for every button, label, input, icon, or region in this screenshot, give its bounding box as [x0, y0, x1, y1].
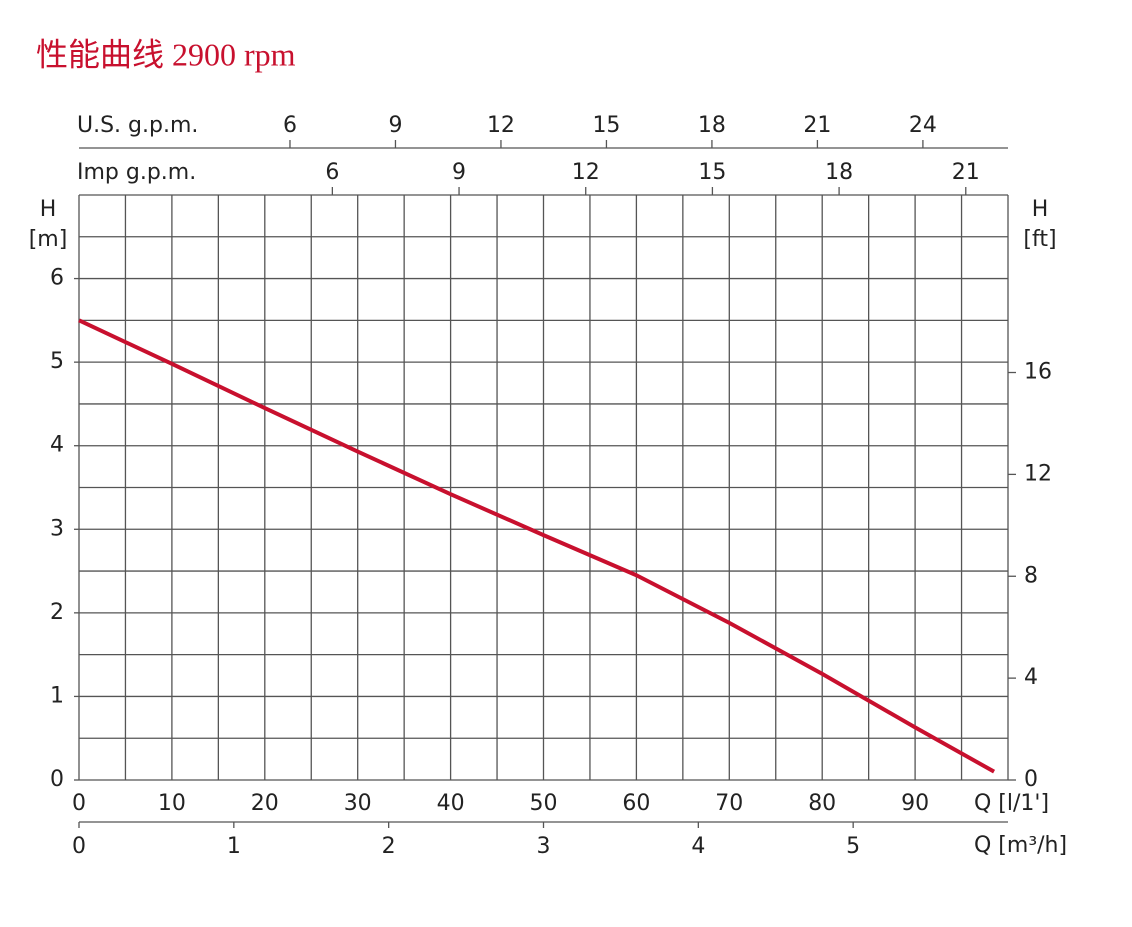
y-tick-label: 5: [50, 349, 64, 374]
x-axis-label: Q [l/1']: [974, 791, 1049, 816]
top-tick-label: 21: [952, 160, 980, 185]
y-tick-label: 3: [50, 516, 64, 541]
chart-title: 性能曲线 2900 rpm: [36, 36, 296, 72]
top-tick-label: 18: [698, 113, 726, 138]
y-axis-label: H: [40, 197, 57, 222]
top-tick-label: 18: [825, 160, 853, 185]
top-axis-label: U.S. g.p.m.: [77, 113, 198, 138]
y-tick-label: 4: [50, 433, 64, 458]
y2-tick-label: 4: [1024, 665, 1038, 690]
x2-tick-label: 3: [537, 834, 551, 859]
y2-tick-label: 12: [1024, 461, 1052, 486]
x2-tick-label: 5: [846, 834, 860, 859]
y2-tick-label: 8: [1024, 563, 1038, 588]
x2-tick-label: 0: [72, 834, 86, 859]
curve: [78, 318, 996, 774]
top-tick-label: 6: [325, 160, 339, 185]
top-tick-label: 9: [388, 113, 402, 138]
x-tick-label: 80: [808, 791, 836, 816]
top-tick-label: 15: [592, 113, 620, 138]
top-axis-label: Imp g.p.m.: [77, 160, 196, 185]
y-tick-label: 0: [50, 767, 64, 792]
x-tick-label: 20: [251, 791, 279, 816]
top-tick-label: 9: [452, 160, 466, 185]
x2-tick-label: 1: [227, 834, 241, 859]
top-tick-label: 12: [572, 160, 600, 185]
x-tick-label: 0: [72, 791, 86, 816]
top-tick-label: 24: [909, 113, 937, 138]
y2-tick-label: 0: [1024, 767, 1038, 792]
x-tick-label: 90: [901, 791, 929, 816]
y2-axis-label: H: [1032, 197, 1049, 222]
y-tick-label: 2: [50, 600, 64, 625]
x2-tick-label: 2: [382, 834, 396, 859]
x2-axis-label: Q [m³/h]: [974, 833, 1067, 858]
top-tick-label: 21: [803, 113, 831, 138]
x-tick-label: 10: [158, 791, 186, 816]
y-tick-label: 1: [50, 683, 64, 708]
top-tick-label: 15: [698, 160, 726, 185]
top-tick-label: 6: [283, 113, 297, 138]
y-tick-label: 6: [50, 266, 64, 291]
x-tick-label: 60: [622, 791, 650, 816]
x-tick-label: 50: [530, 791, 558, 816]
y2-axis-unit: [ft]: [1023, 227, 1056, 252]
y2-tick-label: 16: [1024, 360, 1052, 385]
y-axis-unit: [m]: [29, 227, 68, 252]
x2-tick-label: 4: [691, 834, 705, 859]
x-tick-label: 30: [344, 791, 372, 816]
x-tick-label: 70: [715, 791, 743, 816]
x-tick-label: 40: [437, 791, 465, 816]
top-tick-label: 12: [487, 113, 515, 138]
